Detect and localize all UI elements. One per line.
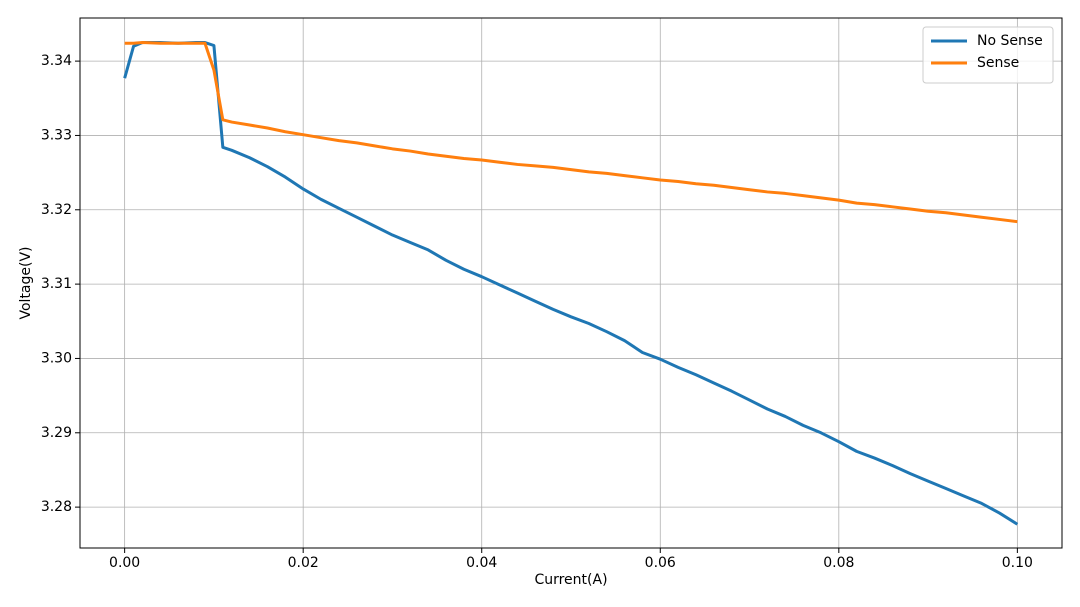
y-tick-label: 3.31 — [41, 276, 72, 292]
x-tick-label: 0.06 — [645, 555, 676, 571]
data-line — [123, 41, 1019, 526]
data-line — [124, 41, 1018, 224]
x-tick-label: 0.02 — [288, 555, 319, 571]
legend-label: Sense — [977, 55, 1019, 71]
y-tick-label: 3.28 — [41, 499, 72, 515]
y-axis-label: Voltage(V) — [18, 246, 34, 319]
y-tick-label: 3.32 — [41, 202, 72, 218]
plot-frame — [79, 17, 1063, 549]
x-tick-label: 0.00 — [109, 555, 140, 571]
x-tick-label: 0.04 — [466, 555, 497, 571]
legend: No Sense Sense — [922, 26, 1054, 84]
legend-label: No Sense — [977, 33, 1043, 49]
x-tick-label: 0.08 — [823, 555, 854, 571]
y-tick-label: 3.30 — [41, 350, 72, 366]
x-tick-label: 0.10 — [1002, 555, 1033, 571]
y-tick-label: 3.33 — [41, 127, 72, 143]
y-tick-label: 3.29 — [41, 425, 72, 441]
x-axis-label: Current(A) — [534, 572, 607, 588]
y-tick-label: 3.34 — [41, 53, 72, 69]
